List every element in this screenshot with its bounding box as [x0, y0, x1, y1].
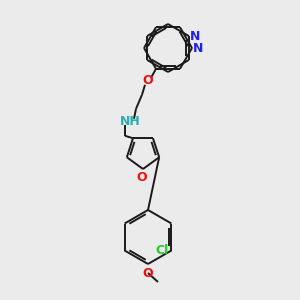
- Text: O: O: [143, 74, 153, 87]
- Text: Cl: Cl: [155, 244, 168, 257]
- Text: N: N: [190, 29, 201, 43]
- Text: N: N: [193, 41, 203, 55]
- Text: O: O: [143, 267, 153, 280]
- Text: NH: NH: [120, 115, 140, 128]
- Text: O: O: [137, 171, 147, 184]
